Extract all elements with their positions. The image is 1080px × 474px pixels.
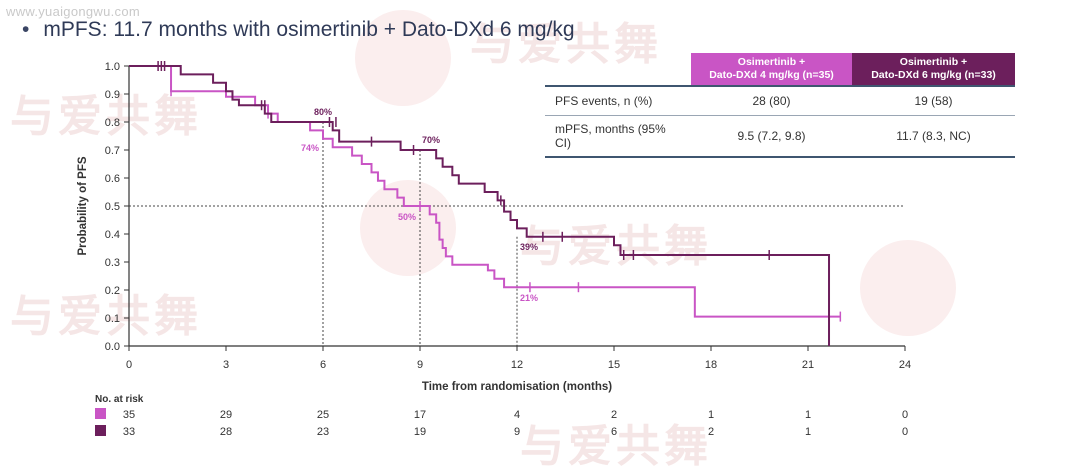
y-tick-label: 0.2 [105, 285, 120, 297]
header-arm-4mg-line2: Dato-DXd 4 mg/kg (n=35) [709, 69, 834, 81]
x-tick-label: 24 [899, 359, 911, 371]
annotation-label: 80% [314, 107, 332, 117]
x-tick-label: 9 [417, 359, 423, 371]
x-tick-label: 21 [802, 359, 814, 371]
y-tick-label: 0.3 [105, 257, 120, 269]
annotation-label: 74% [301, 143, 319, 153]
y-tick-label: 0.8 [105, 117, 120, 129]
at-risk-count: 0 [902, 426, 908, 438]
annotation-label: 70% [422, 135, 440, 145]
x-tick-label: 3 [223, 359, 229, 371]
at-risk-count: 1 [805, 409, 811, 421]
x-axis-label: Time from randomisation (months) [422, 381, 612, 393]
row-value-6mg: 19 (58) [852, 85, 1015, 116]
annotation-label: 39% [520, 242, 538, 252]
at-risk-legend-swatch [95, 408, 106, 419]
row-value-4mg: 28 (80) [691, 85, 852, 116]
at-risk-count: 1 [708, 409, 714, 421]
at-risk-count: 23 [317, 426, 329, 438]
at-risk-count: 19 [414, 426, 426, 438]
at-risk-count: 35 [123, 409, 135, 421]
table-row: PFS events, n (%) 28 (80) 19 (58) [545, 85, 1015, 116]
row-value-6mg: 11.7 (8.3, NC) [852, 115, 1015, 158]
y-tick-label: 0.1 [105, 313, 120, 325]
x-tick-label: 12 [511, 359, 523, 371]
summary-table: Osimertinib + Dato-DXd 4 mg/kg (n=35) Os… [545, 53, 1015, 158]
row-label: mPFS, months (95% CI) [545, 115, 691, 158]
row-value-4mg: 9.5 (7.2, 9.8) [691, 115, 852, 158]
at-risk-count: 6 [611, 426, 617, 438]
at-risk-count: 9 [514, 426, 520, 438]
y-tick-label: 0.7 [105, 145, 120, 157]
at-risk-count: 17 [414, 409, 426, 421]
x-tick-label: 6 [320, 359, 326, 371]
header-arm-6mg-line2: Dato-DXd 6 mg/kg (n=33) [871, 69, 996, 81]
annotation-label: 50% [398, 212, 416, 222]
header-arm-4mg-line1: Osimertinib + [737, 56, 806, 68]
annotation-label: 21% [520, 293, 538, 303]
at-risk-count: 0 [902, 409, 908, 421]
at-risk-count: 28 [220, 426, 232, 438]
summary-header-row: Osimertinib + Dato-DXd 4 mg/kg (n=35) Os… [545, 53, 1015, 86]
y-tick-label: 0.6 [105, 173, 120, 185]
y-tick-label: 1.0 [105, 61, 120, 73]
site-watermark: www.yuaigongwu.com [6, 4, 141, 19]
y-tick-label: 0.0 [105, 341, 120, 353]
km-curve-6mg [129, 65, 831, 346]
at-risk-count: 25 [317, 409, 329, 421]
row-label: PFS events, n (%) [545, 85, 691, 116]
km-curve-4mg [129, 65, 841, 318]
at-risk-count: 33 [123, 426, 135, 438]
at-risk-legend-swatch [95, 425, 106, 436]
y-tick-label: 0.9 [105, 89, 120, 101]
header-blank-cell [545, 53, 691, 86]
at-risk-title: No. at risk [95, 394, 144, 405]
header-arm-4mg: Osimertinib + Dato-DXd 4 mg/kg (n=35) [691, 53, 852, 86]
y-tick-label: 0.4 [105, 229, 120, 241]
y-tick-label: 0.5 [105, 201, 120, 213]
y-axis-label: Probability of PFS [77, 156, 89, 255]
at-risk-count: 29 [220, 409, 232, 421]
at-risk-count: 1 [805, 426, 811, 438]
at-risk-count: 4 [514, 409, 520, 421]
title-text: mPFS: 11.7 months with osimertinib + Dat… [43, 18, 575, 41]
x-tick-label: 18 [705, 359, 717, 371]
at-risk-count: 2 [611, 409, 617, 421]
x-tick-label: 0 [126, 359, 132, 371]
at-risk-count: 2 [708, 426, 714, 438]
header-arm-6mg-line1: Osimertinib + [899, 56, 968, 68]
title-bullet: • [22, 18, 30, 41]
header-arm-6mg: Osimertinib + Dato-DXd 6 mg/kg (n=33) [852, 53, 1015, 86]
table-row: mPFS, months (95% CI) 9.5 (7.2, 9.8) 11.… [545, 115, 1015, 158]
x-tick-label: 15 [608, 359, 620, 371]
slide-title: • mPFS: 11.7 months with osimertinib + Da… [22, 18, 575, 42]
